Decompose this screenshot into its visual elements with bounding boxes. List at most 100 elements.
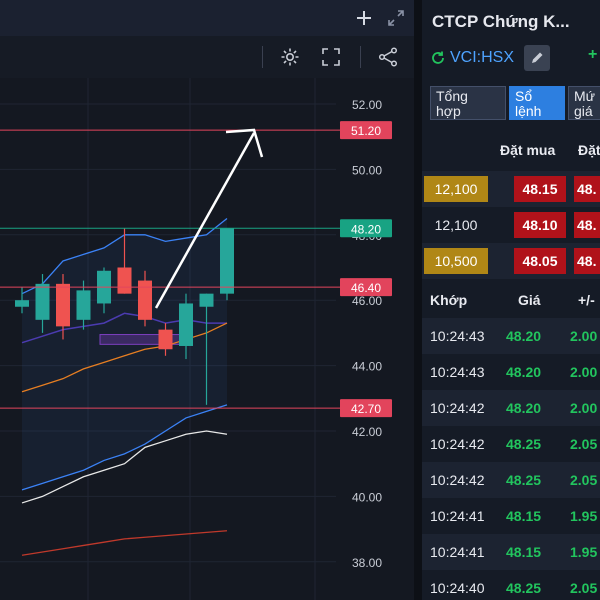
trade-row: 10:24:41 48.15 1.95 <box>422 498 600 534</box>
trade-row: 10:24:42 48.25 2.05 <box>422 462 600 498</box>
gear-icon[interactable] <box>276 44 304 70</box>
trade-price: 48.25 <box>506 580 542 596</box>
price-tag-label: 42.70 <box>351 402 381 416</box>
toolbar-separator <box>360 46 361 68</box>
forecast-arrow-line[interactable] <box>154 132 256 309</box>
candle-body[interactable] <box>76 290 91 320</box>
candle-body[interactable] <box>15 300 29 307</box>
trade-row: 10:24:41 48.15 1.95 <box>422 534 600 570</box>
trade-price: 48.15 <box>506 544 542 560</box>
chart-toolbar <box>0 36 414 79</box>
trade-change: 1.95 <box>570 544 598 560</box>
candle-body[interactable] <box>179 303 193 346</box>
trade-change: 2.00 <box>570 400 598 416</box>
forecast-arrow-head <box>225 128 264 158</box>
trade-price: 48.15 <box>506 508 542 524</box>
ma-white-line <box>21 430 228 504</box>
toolbar-separator <box>262 46 263 68</box>
trade-time: 10:24:42 <box>430 472 485 488</box>
orderbook-header-ask: Đặt <box>578 142 600 158</box>
trade-price: 48.25 <box>506 472 542 488</box>
refresh-icon[interactable] <box>430 50 446 66</box>
bid-price[interactable]: 48.15 <box>514 176 566 202</box>
y-tick-label: 44.00 <box>352 360 382 374</box>
ticker-symbol[interactable]: VCI:HSX <box>450 49 515 66</box>
orderbook-row: 12,100 48.10 48. <box>422 207 600 243</box>
trades-header-price: Giá <box>518 292 541 308</box>
stock-info-panel: CTCP Chứng K... VCI:HSX + Tổng hợp Sổ lệ… <box>422 0 600 600</box>
trade-change: 2.05 <box>570 436 598 452</box>
pencil-icon <box>532 52 543 63</box>
ma-red-line <box>21 530 228 556</box>
trade-row: 10:24:42 48.20 2.00 <box>422 390 600 426</box>
candle-body[interactable] <box>56 283 70 327</box>
price-change-partial: + <box>588 46 598 63</box>
candle-body[interactable] <box>138 280 152 320</box>
fullscreen-icon[interactable] <box>318 44 344 70</box>
detail-tabs: Tổng hợp Sổ lệnh Mứ giá <box>430 86 600 120</box>
y-tick-label: 38.00 <box>352 556 382 570</box>
bid-price[interactable]: 48.05 <box>514 248 566 274</box>
candle-body[interactable] <box>199 293 214 307</box>
y-tick-label: 40.00 <box>352 490 382 504</box>
trade-time: 10:24:43 <box>430 328 485 344</box>
trade-price: 48.20 <box>506 400 542 416</box>
orderbook-row: 10,500 48.05 48. <box>422 243 600 279</box>
chart-panel[interactable]: 52.0050.0048.0046.0044.0042.0040.0038.00… <box>0 0 414 600</box>
trades-header-time: Khớp <box>430 292 468 308</box>
trade-time: 10:24:43 <box>430 364 485 380</box>
company-name: CTCP Chứng K... <box>432 12 570 31</box>
tab-summary[interactable]: Tổng hợp <box>430 86 506 120</box>
candlestick-chart[interactable]: 52.0050.0048.0046.0044.0042.0040.0038.00… <box>0 78 414 600</box>
share-icon[interactable] <box>374 44 402 70</box>
fullscreen-arrows-icon[interactable] <box>384 6 408 30</box>
plus-icon[interactable] <box>352 6 376 30</box>
y-tick-label: 42.00 <box>352 425 382 439</box>
bid-price[interactable]: 48.10 <box>514 212 566 238</box>
trade-change: 2.00 <box>570 364 598 380</box>
trade-time: 10:24:42 <box>430 400 485 416</box>
trade-time: 10:24:40 <box>430 580 485 596</box>
trade-price: 48.20 <box>506 328 542 344</box>
trade-change: 2.05 <box>570 472 598 488</box>
trade-change: 1.95 <box>570 508 598 524</box>
panel-divider[interactable] <box>414 0 422 600</box>
price-tag-label: 51.20 <box>351 124 381 138</box>
trade-change: 2.05 <box>570 580 598 596</box>
ask-price[interactable]: 48. <box>574 176 600 202</box>
y-tick-label: 50.00 <box>352 163 382 177</box>
y-tick-label: 46.00 <box>352 294 382 308</box>
price-tag-label: 46.40 <box>351 281 381 295</box>
orderbook-row: 12,100 48.15 48. <box>422 171 600 207</box>
price-tag <box>340 219 392 238</box>
ask-price[interactable]: 48. <box>574 212 600 238</box>
price-tag <box>340 121 392 140</box>
trade-row: 10:24:43 48.20 2.00 <box>422 354 600 390</box>
bid-volume: 12,100 <box>424 176 488 202</box>
candle-body[interactable] <box>35 283 50 320</box>
price-tag <box>340 278 392 297</box>
trade-time: 10:24:42 <box>430 436 485 452</box>
price-tag <box>340 399 392 418</box>
candle-body[interactable] <box>117 267 132 294</box>
bid-volume: 10,500 <box>424 248 488 274</box>
bid-volume: 12,100 <box>434 217 478 233</box>
y-tick-label: 52.00 <box>352 98 382 112</box>
ask-price[interactable]: 48. <box>574 248 600 274</box>
price-tag-label: 48.20 <box>351 222 381 236</box>
tab-order-book[interactable]: Sổ lệnh <box>509 86 565 120</box>
trades-header-change: +/- <box>578 292 595 308</box>
trade-row: 10:24:42 48.25 2.05 <box>422 426 600 462</box>
bollinger-band-fill <box>22 218 227 490</box>
ticker-row: VCI:HSX <box>430 44 551 72</box>
orderbook-header-bid: Đặt mua <box>500 142 556 158</box>
edit-ticker-button[interactable] <box>524 45 551 71</box>
candle-body[interactable] <box>220 228 234 294</box>
trade-time: 10:24:41 <box>430 544 485 560</box>
trade-row: 10:24:40 48.25 2.05 <box>422 570 600 600</box>
tab-price-levels[interactable]: Mứ giá <box>568 86 600 120</box>
candle-body[interactable] <box>158 329 173 350</box>
trade-row: 10:24:43 48.20 2.00 <box>422 318 600 354</box>
trade-price: 48.20 <box>506 364 542 380</box>
chart-topbar <box>0 0 414 36</box>
